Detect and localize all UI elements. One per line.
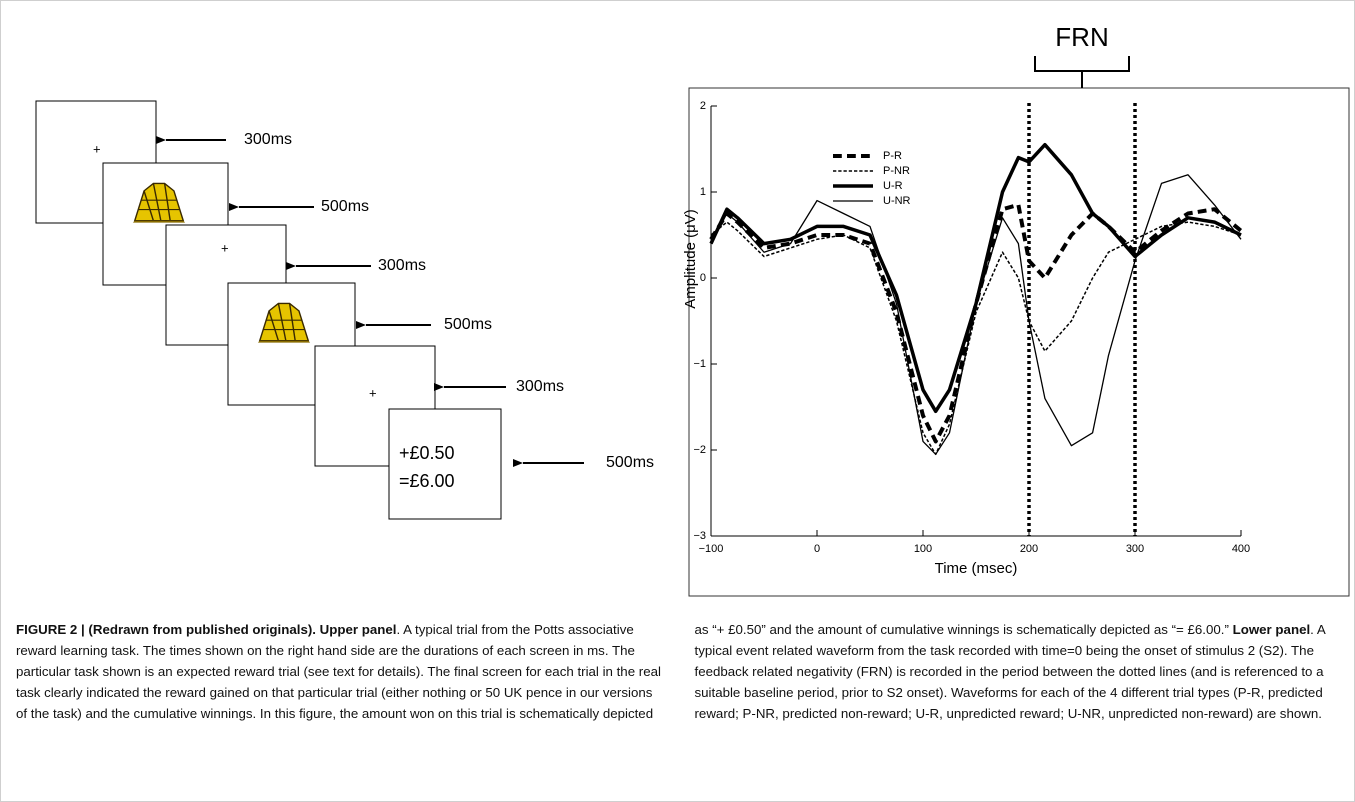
caption-bold: Lower panel	[1232, 622, 1311, 637]
x-axis-title: Time (msec)	[935, 560, 1018, 577]
x-tick-label: 100	[914, 543, 932, 555]
screen-text: +£0.50	[399, 443, 455, 463]
x-tick-label: 400	[1232, 543, 1250, 555]
legend-label: P-R	[883, 150, 902, 162]
screen-text: +	[369, 385, 377, 400]
caption: FIGURE 2 | (Redrawn from published origi…	[16, 619, 1341, 724]
legend-label: U-R	[883, 180, 903, 192]
chart-frame	[688, 87, 1350, 597]
series-line	[710, 221, 1242, 456]
y-tick-label: −2	[693, 444, 706, 456]
y-axis-title: Amplitude (μV)	[682, 209, 699, 309]
screen-text: +	[93, 141, 101, 156]
y-tick-label: 2	[700, 100, 706, 112]
legend-label: U-NR	[883, 195, 911, 207]
x-tick-label: 0	[814, 543, 820, 555]
caption-bold: FIGURE 2 | (Redrawn from published origi…	[16, 622, 397, 637]
duration-label: 300ms	[244, 131, 292, 148]
screen-text: +	[221, 240, 229, 255]
caption-text: . A typical trial from the Potts associa…	[16, 622, 1233, 721]
series-line	[709, 202, 1243, 444]
y-tick-label: 1	[700, 186, 706, 198]
x-tick-label: 300	[1126, 543, 1144, 555]
screen-text: =£6.00	[399, 471, 455, 491]
x-tick-label: −100	[699, 543, 724, 555]
caption-text: . A typical event related waveform from …	[694, 622, 1325, 721]
x-tick-label: 200	[1020, 543, 1038, 555]
duration-label: 300ms	[516, 378, 564, 395]
screen	[388, 408, 502, 520]
frn-label: FRN	[1055, 22, 1108, 52]
duration-label: 500ms	[321, 198, 369, 215]
frn-bracket	[1034, 56, 1130, 88]
legend-label: P-NR	[883, 165, 910, 177]
y-tick-label: −3	[693, 530, 706, 542]
y-tick-label: 0	[700, 272, 706, 284]
duration-label: 500ms	[444, 316, 492, 333]
figure-graphics: FRN Time (msec) Amplitude (μV) +300ms 500…	[35, 22, 1350, 597]
series-line	[710, 174, 1242, 455]
y-tick-label: −1	[693, 358, 706, 370]
duration-label: 300ms	[378, 257, 426, 274]
duration-label: 500ms	[606, 454, 654, 471]
